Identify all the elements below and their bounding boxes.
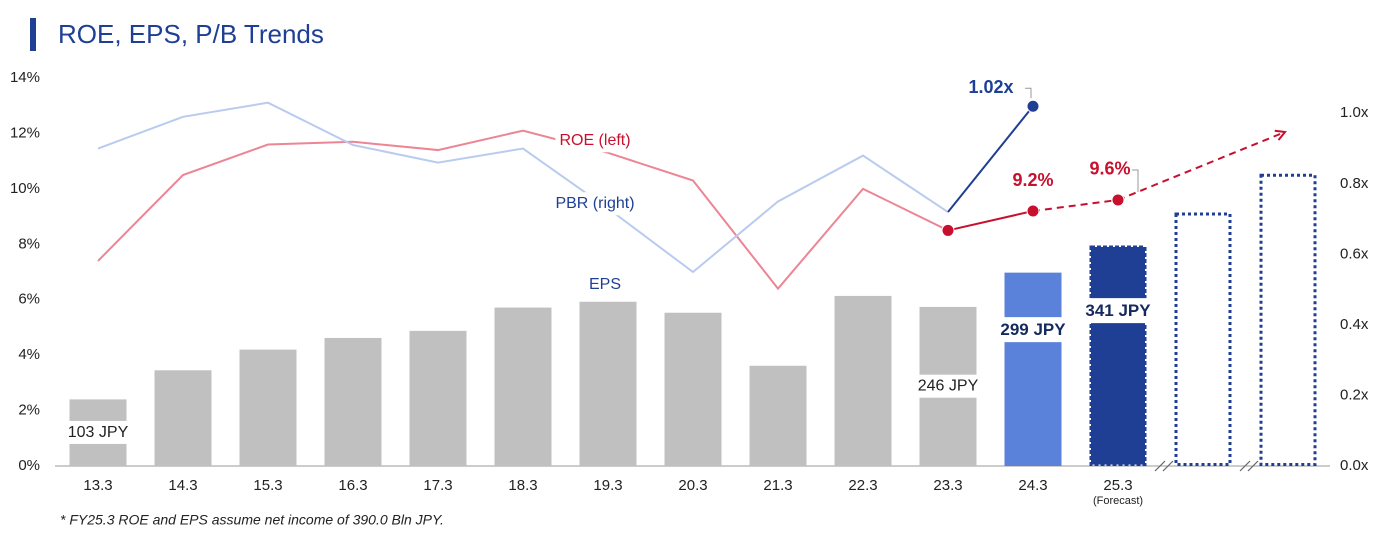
bar bbox=[749, 365, 807, 466]
y2-tick-label: 0.4x bbox=[1340, 316, 1369, 333]
line bbox=[97, 129, 949, 291]
title-accent bbox=[30, 18, 36, 51]
x-tick-label: 18.3 bbox=[508, 477, 537, 494]
forecast-arrow bbox=[1117, 132, 1285, 201]
bar bbox=[1004, 272, 1062, 466]
marker bbox=[1026, 204, 1040, 218]
y-tick-label: 8% bbox=[18, 235, 40, 252]
x-tick-label: 14.3 bbox=[168, 477, 197, 494]
bar-value-label: 103 JPY bbox=[68, 424, 129, 441]
line-value-label: 9.6% bbox=[1089, 159, 1130, 179]
x-tick-label: 24.3 bbox=[1018, 477, 1047, 494]
series-label-bg bbox=[555, 129, 635, 153]
leader-line bbox=[1025, 87, 1032, 99]
series-label-bg bbox=[551, 192, 639, 216]
y-tick-label: 4% bbox=[18, 346, 40, 363]
axis-break bbox=[1154, 460, 1166, 472]
axis-break bbox=[1162, 460, 1174, 472]
bar bbox=[834, 295, 892, 466]
y-tick-label: 0% bbox=[18, 457, 40, 474]
bar bbox=[239, 349, 297, 466]
y2-tick-label: 0.6x bbox=[1340, 245, 1369, 262]
bar bbox=[154, 370, 212, 466]
line-value-label: 9.2% bbox=[1012, 170, 1053, 190]
bar bbox=[1259, 173, 1317, 466]
line-value-label: 1.02x bbox=[968, 77, 1013, 97]
y-tick-label: 2% bbox=[18, 402, 40, 419]
bar bbox=[1174, 212, 1232, 466]
marker bbox=[1111, 193, 1125, 207]
marker bbox=[1026, 99, 1040, 113]
bar-value-label: 341 JPY bbox=[1085, 301, 1151, 320]
line bbox=[947, 105, 1034, 213]
y2-tick-label: 0.8x bbox=[1340, 175, 1369, 192]
bar bbox=[579, 301, 637, 466]
y-tick-label: 14% bbox=[10, 69, 40, 86]
chart-title: ROE, EPS, P/B Trends bbox=[58, 19, 324, 49]
x-tick-label: 21.3 bbox=[763, 477, 792, 494]
bar-value-label-bg bbox=[913, 374, 983, 398]
bar bbox=[494, 307, 552, 466]
x-tick-label: 17.3 bbox=[423, 477, 452, 494]
series-label: EPS bbox=[589, 276, 621, 293]
x-tick-label: 25.3 bbox=[1103, 477, 1132, 494]
y-tick-label: 10% bbox=[10, 180, 40, 197]
x-tick-label: 22.3 bbox=[848, 477, 877, 494]
series-label: PBR (right) bbox=[555, 195, 634, 212]
x-tick-label: 15.3 bbox=[253, 477, 282, 494]
bar-value-label-bg bbox=[996, 317, 1071, 343]
bar bbox=[664, 312, 722, 466]
marker bbox=[941, 223, 955, 237]
axis-break bbox=[1239, 460, 1251, 472]
x-tick-label: 19.3 bbox=[593, 477, 622, 494]
bar bbox=[409, 330, 467, 466]
x-tick-label: 16.3 bbox=[338, 477, 367, 494]
footnote: * FY25.3 ROE and EPS assume net income o… bbox=[60, 512, 444, 528]
bar-value-label-bg bbox=[63, 420, 133, 444]
series-label-bg bbox=[584, 273, 626, 297]
line bbox=[1032, 198, 1119, 213]
bar bbox=[1089, 245, 1147, 466]
y2-tick-label: 1.0x bbox=[1340, 104, 1369, 121]
series-label: ROE (left) bbox=[559, 132, 630, 149]
y-tick-label: 12% bbox=[10, 124, 40, 141]
bar-value-label: 246 JPY bbox=[918, 378, 979, 395]
bar bbox=[324, 337, 382, 466]
x-tick-label: 20.3 bbox=[678, 477, 707, 494]
axis-break bbox=[1247, 460, 1259, 472]
y2-tick-label: 0.0x bbox=[1340, 457, 1369, 474]
x-tick-note: (Forecast) bbox=[1093, 495, 1143, 507]
x-tick-label: 13.3 bbox=[83, 477, 112, 494]
line bbox=[947, 210, 1034, 232]
y-tick-label: 6% bbox=[18, 291, 40, 308]
bar-value-label-bg bbox=[1081, 298, 1156, 324]
leader-line bbox=[1132, 169, 1139, 192]
line bbox=[97, 101, 949, 274]
x-tick-label: 23.3 bbox=[933, 477, 962, 494]
y2-tick-label: 0.2x bbox=[1340, 386, 1369, 403]
bar-value-label: 299 JPY bbox=[1000, 320, 1066, 339]
